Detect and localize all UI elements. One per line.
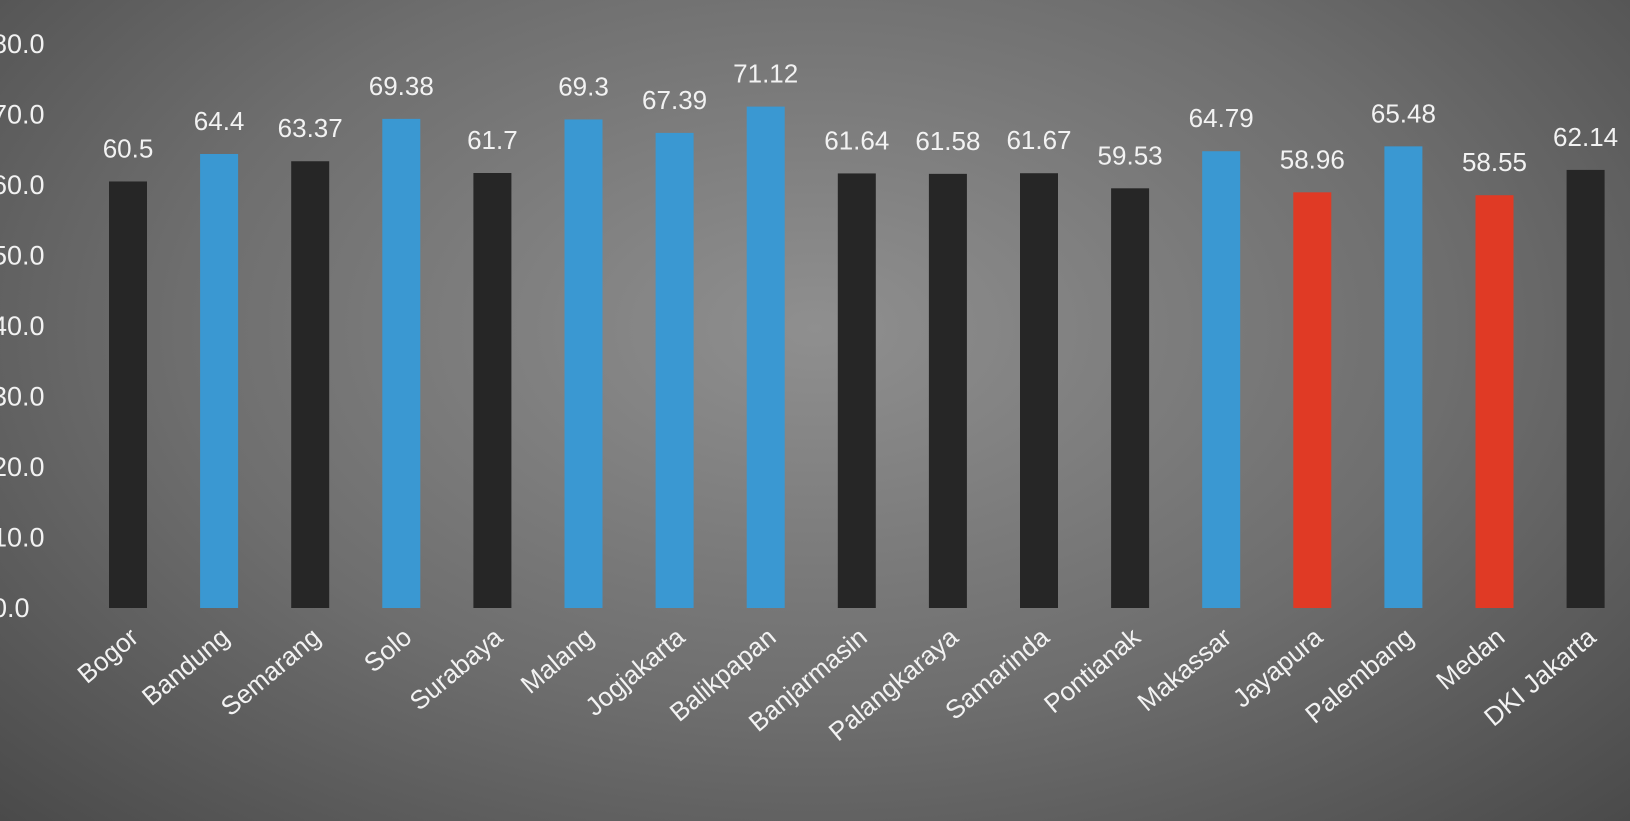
value-label: 58.55 — [1462, 147, 1527, 177]
value-label: 61.7 — [467, 125, 518, 155]
value-label: 67.39 — [642, 85, 707, 115]
bar-jayapura — [1293, 192, 1332, 608]
bar-dki-jakarta — [1566, 169, 1605, 608]
bar-pontianak — [1111, 188, 1150, 608]
y-tick-label: 40.0 — [0, 311, 45, 341]
x-tick-label: Surabaya — [404, 621, 509, 716]
value-label: 63.37 — [278, 113, 343, 143]
bar-palangkaraya — [928, 173, 967, 608]
y-tick-label: 50.0 — [0, 241, 45, 271]
value-label: 71.12 — [733, 59, 798, 89]
bar-surabaya — [473, 173, 512, 608]
bars — [109, 106, 1605, 609]
y-tick-label: 60.0 — [0, 170, 45, 200]
bar-bandung — [200, 153, 239, 609]
value-label: 59.53 — [1098, 140, 1163, 170]
y-tick-label: 80.0 — [0, 29, 45, 59]
bar-semarang — [291, 161, 330, 608]
value-label: 69.3 — [558, 71, 609, 101]
x-tick-label: Bogor — [71, 621, 144, 689]
value-label: 69.38 — [369, 71, 434, 101]
bar-makassar — [1202, 151, 1241, 608]
y-tick-label: 10.0 — [0, 523, 45, 553]
value-label: 61.58 — [915, 126, 980, 156]
bar-palembang — [1384, 146, 1423, 608]
value-label: 60.5 — [103, 133, 154, 163]
bar-balikpapan — [746, 106, 785, 608]
value-label: 61.67 — [1006, 125, 1071, 155]
y-tick-label: 70.0 — [0, 100, 45, 130]
bar-solo — [382, 118, 421, 608]
bar-jogjakarta — [655, 132, 694, 608]
value-label: 64.4 — [194, 106, 245, 136]
x-tick-label: Solo — [358, 622, 417, 678]
bar-banjarmasin — [837, 173, 876, 609]
bar-medan — [1475, 195, 1514, 608]
value-label: 58.96 — [1280, 144, 1345, 174]
value-labels: 60.5 64.4 63.37 69.38 61.7 69.3 67.39 71.12 61.6… — [103, 59, 1618, 178]
bar-samarinda — [1020, 173, 1058, 608]
y-tick-label: 30.0 — [0, 382, 45, 412]
y-tick-label: 20.0 — [0, 452, 45, 482]
value-label: 62.14 — [1553, 122, 1618, 152]
x-tick-label: Semarang — [215, 622, 326, 722]
y-axis: 80.0 70.0 60.0 50.0 40.0 30.0 20.0 10.0 0.0 — [0, 29, 45, 623]
x-tick-label: Medan — [1430, 622, 1510, 696]
y-tick-label: 0.0 — [0, 593, 30, 623]
bar-malang — [564, 119, 603, 608]
value-label: 61.64 — [824, 125, 889, 155]
value-label: 65.48 — [1371, 98, 1436, 128]
bar-bogor — [109, 181, 147, 608]
x-tick-label: Malang — [515, 622, 600, 700]
value-label: 64.79 — [1189, 103, 1254, 133]
x-tick-label: Makassar — [1131, 621, 1237, 717]
x-tick-label: Pontianak — [1038, 621, 1147, 719]
